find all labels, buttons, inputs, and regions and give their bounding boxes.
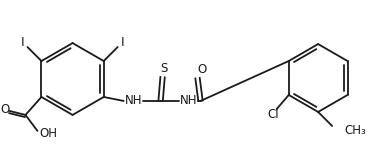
Text: CH₃: CH₃ — [344, 124, 366, 137]
Text: O: O — [197, 63, 206, 76]
Text: Cl: Cl — [267, 108, 278, 122]
Text: OH: OH — [39, 127, 57, 140]
Text: I: I — [121, 36, 124, 49]
Text: S: S — [160, 61, 167, 75]
Text: NH: NH — [125, 94, 142, 107]
Text: I: I — [21, 36, 24, 49]
Text: NH: NH — [180, 94, 197, 107]
Text: O: O — [0, 103, 9, 116]
